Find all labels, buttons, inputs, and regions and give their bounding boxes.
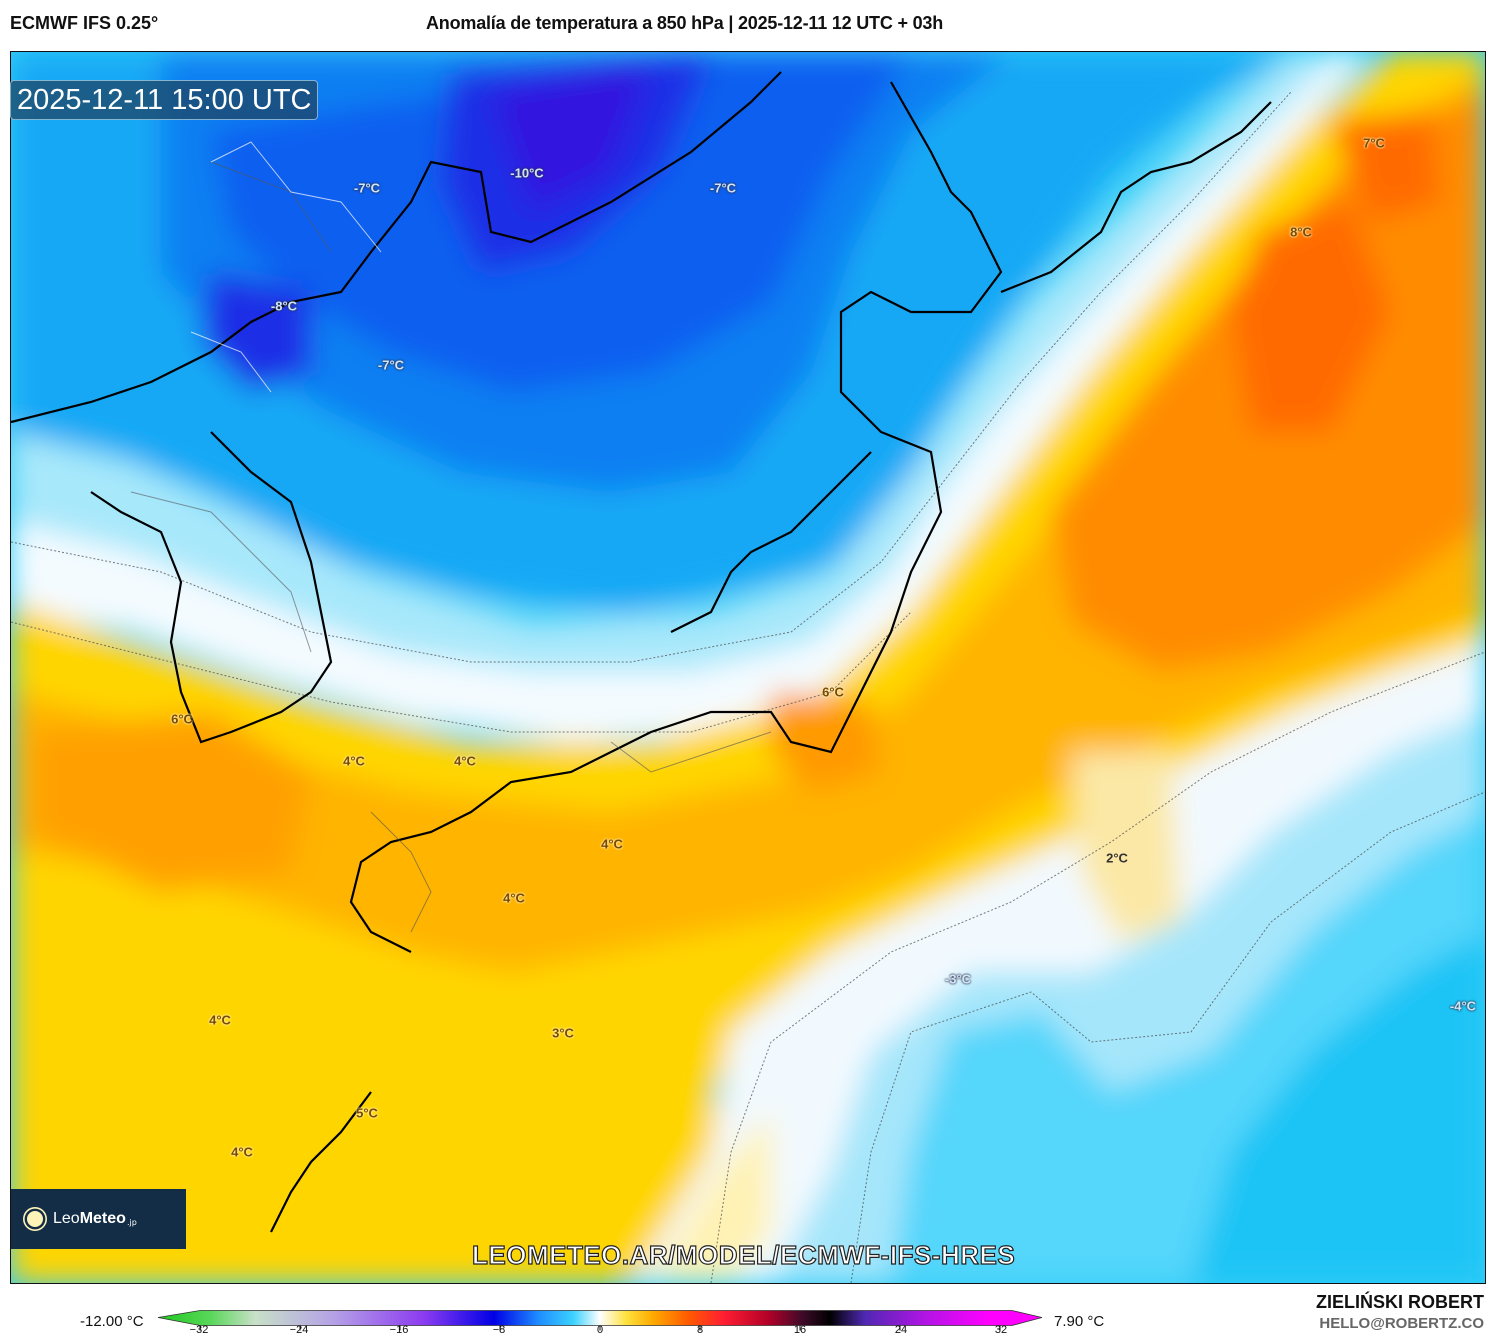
isotherm-label: -8°C: [270, 298, 298, 314]
isotherm-label: 5°C: [356, 1105, 378, 1121]
isotherm-label: -4°C: [1449, 998, 1477, 1014]
colorbar: [157, 1310, 1043, 1331]
leometeo-logo[interactable]: LeoMeteo .jp: [11, 1189, 186, 1249]
isotherm-label: 6°C: [171, 711, 193, 727]
temperature-anomaly-map[interactable]: -10°C -7°C -7°C -8°C -7°C 7°C 8°C 6°C 6°…: [10, 51, 1486, 1284]
isotherm-label: -7°C: [709, 180, 737, 196]
colorbar-tick: 16: [793, 1324, 807, 1336]
isotherm-label: -10°C: [510, 165, 544, 181]
model-name: ECMWF IFS 0.25°: [10, 13, 159, 33]
isotherm-label: -7°C: [353, 180, 381, 196]
colorbar-tick: 24: [894, 1324, 908, 1336]
isotherm-label: -7°C: [377, 357, 405, 373]
isotherm-label: 3°C: [552, 1025, 574, 1041]
isotherm-label: 8°C: [1290, 224, 1312, 240]
colorbar-tick: −16: [389, 1324, 409, 1336]
colorbar-max-label: 7.90 °C: [1054, 1313, 1105, 1330]
colorbar-tick: −8: [492, 1324, 506, 1336]
author-email[interactable]: HELLO@ROBERTZ.CO: [1319, 1315, 1484, 1332]
colorbar-tick: 32: [994, 1324, 1008, 1336]
author-credit: ZIELIŃSKI ROBERT: [1315, 1292, 1484, 1312]
colorbar-min-label: -12.00 °C: [80, 1313, 144, 1330]
isotherm-label: 2°C: [1106, 850, 1128, 866]
colorbar-tick: −32: [189, 1324, 209, 1336]
colorbar-tick: 8: [696, 1324, 704, 1336]
logo-text: LeoMeteo: [53, 1210, 126, 1227]
source-url-watermark: LEOMETEO.AR/MODEL/ECMWF-IFS-HRES: [471, 1239, 1016, 1270]
isotherm-label: 4°C: [209, 1012, 231, 1028]
valid-time-badge: 2025-12-11 15:00 UTC: [10, 80, 319, 120]
isotherm-label: 4°C: [343, 753, 365, 769]
map-title: Anomalía de temperatura a 850 hPa | 2025…: [426, 13, 943, 33]
colorbar-tick: 0: [596, 1324, 604, 1336]
sun-icon: [27, 1211, 43, 1227]
isotherm-label: 7°C: [1363, 135, 1385, 151]
logo-tld: .jp: [126, 1217, 137, 1227]
colorbar-tick: −24: [289, 1324, 309, 1336]
isotherm-label: -3°C: [944, 971, 972, 987]
isotherm-label: 4°C: [503, 890, 525, 906]
isotherm-label: 6°C: [822, 684, 844, 700]
isotherm-label: 4°C: [231, 1144, 253, 1160]
isotherm-label: 4°C: [454, 753, 476, 769]
isotherm-label: 4°C: [601, 836, 623, 852]
map-fill: [11, 52, 1485, 1283]
